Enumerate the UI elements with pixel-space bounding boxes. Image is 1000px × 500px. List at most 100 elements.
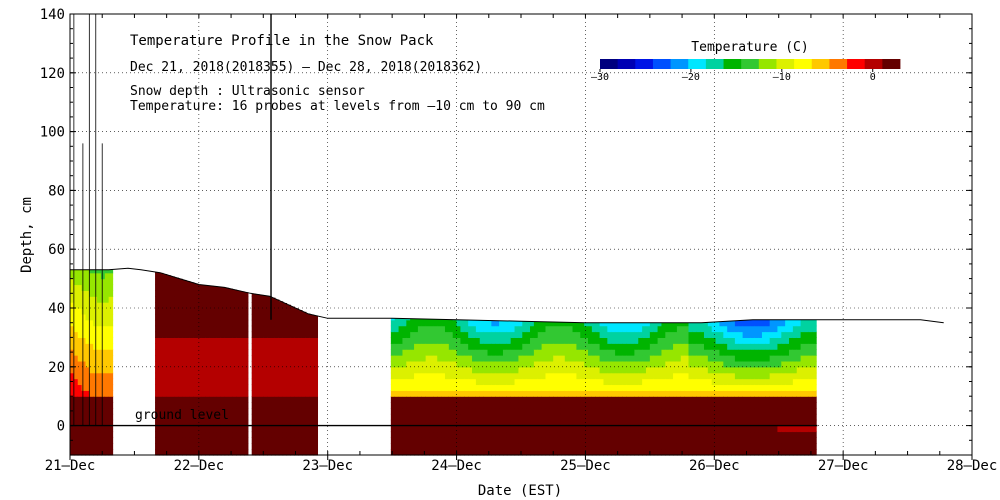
heat-cell	[104, 366, 110, 374]
heat-cell	[243, 337, 249, 344]
heat-cell	[155, 396, 160, 403]
heat-cell	[560, 325, 566, 333]
heat-cell	[232, 343, 237, 350]
heat-cell	[70, 402, 75, 409]
heat-cell	[541, 402, 547, 409]
heat-cell	[591, 390, 597, 397]
heat-cell	[588, 322, 593, 327]
heat-cell	[205, 343, 210, 350]
heat-cell	[595, 413, 601, 421]
heat-cell	[394, 437, 400, 444]
heat-cell	[263, 308, 268, 315]
heat-cell	[251, 443, 257, 450]
heat-cell	[549, 407, 554, 415]
heat-cell	[611, 390, 616, 397]
heat-cell	[649, 360, 655, 368]
heat-cell	[158, 431, 164, 438]
heat-cell	[77, 443, 83, 450]
heat-cell	[201, 378, 206, 386]
heat-cell	[719, 355, 724, 362]
heat-cell	[224, 366, 230, 374]
heat-cell	[278, 449, 284, 456]
heat-cell	[410, 325, 415, 333]
heat-cell	[441, 384, 446, 391]
heat-cell	[537, 378, 543, 386]
heat-cell	[294, 378, 299, 386]
heat-cell	[271, 297, 276, 303]
heat-cell	[734, 320, 740, 327]
heat-cell	[580, 402, 585, 409]
heat-cell	[460, 372, 465, 380]
heat-cell	[193, 431, 199, 438]
heat-cell	[282, 372, 288, 380]
heat-cell	[390, 437, 396, 444]
heat-cell	[429, 407, 434, 415]
heat-cell	[158, 319, 164, 327]
heat-cell	[267, 402, 272, 409]
heat-cell	[792, 425, 798, 433]
heat-cell	[800, 366, 806, 374]
heat-cell	[216, 366, 222, 374]
heat-cell	[769, 390, 775, 397]
heat-cell	[251, 431, 257, 438]
heat-cell	[541, 437, 547, 444]
heat-cell	[205, 308, 210, 315]
heat-cell	[564, 325, 570, 333]
heat-cell	[800, 413, 806, 421]
heat-cell	[719, 402, 724, 409]
heat-cell	[444, 413, 450, 421]
heat-cell	[433, 431, 438, 438]
snow-depth-note: Snow depth : Ultrasonic sensor	[130, 84, 365, 99]
heat-cell	[785, 396, 790, 403]
heat-cell	[193, 290, 199, 297]
heat-cell	[711, 419, 717, 427]
heat-cell	[781, 437, 786, 444]
heat-cell	[750, 355, 755, 362]
heat-cell	[170, 449, 175, 456]
heat-cell	[240, 431, 245, 438]
heat-cell	[425, 319, 431, 321]
heat-cell	[97, 384, 102, 391]
heat-cell	[618, 396, 624, 403]
heat-cell	[808, 437, 813, 444]
heat-cell	[611, 322, 616, 327]
heat-cell	[622, 322, 628, 327]
heat-cell	[201, 313, 206, 321]
heat-cell	[166, 390, 172, 397]
heat-cell	[765, 449, 771, 456]
heat-cell	[781, 449, 786, 456]
heat-cell	[789, 437, 794, 444]
heat-cell	[444, 407, 450, 415]
heat-cell	[441, 360, 446, 368]
heat-cell	[104, 355, 110, 362]
heat-cell	[777, 431, 782, 438]
heat-cell	[603, 413, 608, 421]
heat-cell	[754, 407, 759, 415]
heat-cell	[444, 319, 450, 327]
heat-cell	[746, 407, 751, 415]
heat-cell	[182, 419, 187, 427]
heat-cell	[421, 437, 427, 444]
heat-cell	[414, 343, 419, 350]
heat-cell	[441, 396, 446, 403]
heat-cell	[688, 443, 693, 450]
heat-cell	[595, 449, 601, 456]
heat-cell	[70, 360, 75, 368]
heat-cell	[309, 449, 315, 456]
heat-cell	[267, 407, 272, 415]
heat-cell	[487, 349, 492, 356]
heat-cell	[804, 372, 809, 380]
heat-cell	[174, 449, 179, 456]
heat-cell	[267, 378, 272, 386]
heat-cell	[274, 449, 280, 456]
heat-cell	[240, 343, 245, 350]
heat-cell	[611, 396, 616, 403]
heat-cell	[506, 325, 512, 333]
heat-cell	[398, 449, 404, 456]
heat-cell	[796, 343, 802, 350]
heat-cell	[209, 443, 214, 450]
heat-cell	[626, 360, 632, 368]
heat-cell	[800, 378, 806, 386]
heat-cell	[618, 325, 624, 333]
heat-cell	[104, 431, 110, 438]
